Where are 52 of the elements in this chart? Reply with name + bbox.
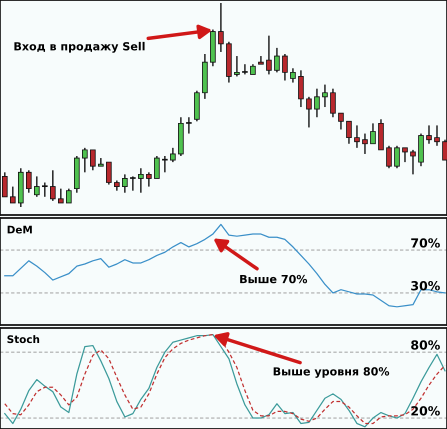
candlestick	[266, 34, 272, 76]
candlestick	[250, 64, 256, 76]
annotation: Вход в продажу Sell	[14, 42, 145, 53]
candlestick	[82, 147, 88, 174]
candlestick	[66, 188, 72, 204]
candlestick	[218, 2, 224, 53]
candlestick	[410, 149, 416, 176]
candlestick	[26, 170, 32, 194]
candlestick	[34, 176, 40, 198]
candlestick	[186, 116, 192, 134]
candlestick	[362, 132, 368, 155]
candlestick	[170, 147, 176, 163]
ref-line-label: 70%	[411, 238, 440, 248]
ref-line-label: 30%	[411, 281, 440, 290]
candlestick	[242, 64, 248, 76]
candlestick	[90, 149, 96, 171]
candlestick	[370, 122, 376, 144]
annotation: Выше 70%	[240, 274, 308, 284]
text: Stoch	[7, 335, 40, 344]
candlestick	[122, 174, 128, 194]
candlestick	[154, 155, 160, 180]
text: DeM	[8, 226, 32, 234]
candlestick	[234, 55, 240, 78]
candlestick	[282, 53, 288, 82]
candlestick	[290, 68, 296, 84]
candlestick	[386, 145, 392, 169]
candlestick	[306, 96, 312, 128]
annotation: Выше уровня 80%	[274, 367, 390, 378]
candlestick	[274, 47, 280, 74]
candlestick	[130, 176, 136, 192]
ref-line-label: 20%	[411, 406, 440, 416]
candlestick	[50, 170, 56, 202]
candlestick	[10, 186, 16, 204]
candlestick	[338, 112, 344, 130]
candlestick	[42, 182, 48, 198]
candlestick	[58, 188, 64, 204]
candlestick	[298, 70, 304, 108]
candlestick	[354, 124, 360, 149]
candlestick	[146, 172, 152, 188]
candlestick	[114, 180, 120, 192]
candlestick	[106, 161, 112, 186]
candlestick	[138, 168, 144, 194]
candlestick	[322, 84, 328, 108]
candlestick	[346, 120, 352, 144]
candlestick	[162, 155, 168, 174]
candlestick	[426, 124, 432, 144]
candlestick	[434, 124, 440, 146]
candlestick	[402, 147, 408, 163]
ref-line-label: 80%	[411, 340, 440, 350]
candlestick	[394, 145, 400, 169]
candlestick	[314, 88, 320, 118]
candlestick	[330, 88, 336, 118]
